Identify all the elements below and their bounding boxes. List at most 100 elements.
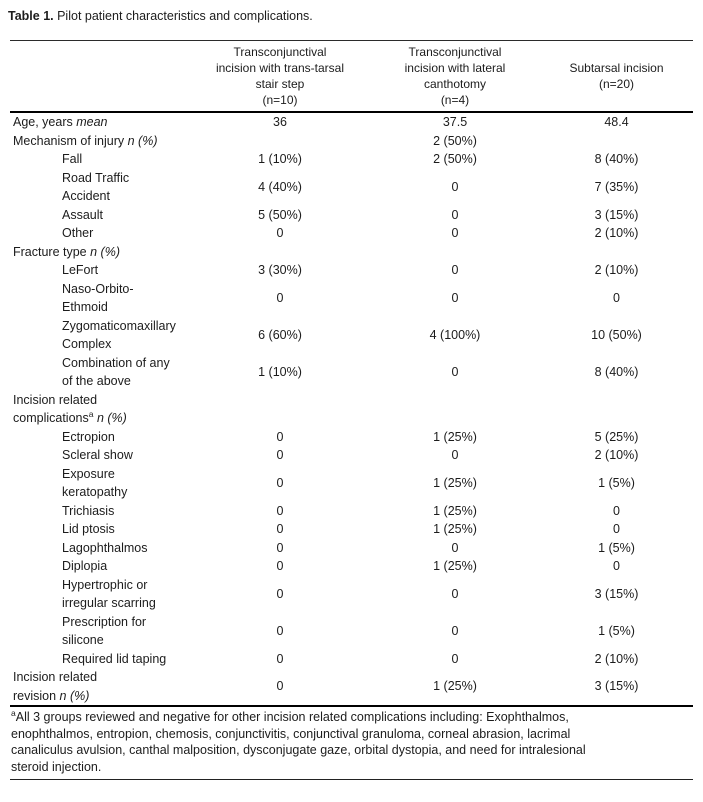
table-row: Other 0 0 2 (10%) — [10, 224, 693, 243]
cell-value — [560, 132, 693, 151]
cell-value: 1 (10%) — [258, 364, 302, 379]
cell-value: 37.5 — [442, 115, 468, 129]
cell-value: 0 — [451, 540, 459, 555]
cell-value: 10 (50%) — [591, 327, 642, 342]
row-label: Lagophthalmos — [62, 540, 148, 555]
cell-value: 0 — [451, 179, 459, 194]
cell-value: 0 — [276, 522, 284, 536]
cell-value: 2 (10%) — [594, 651, 639, 666]
row-label: Hypertrophic or irregular scarring — [62, 577, 156, 611]
cell-value: 2 (10%) — [594, 226, 639, 240]
cell-value: 3 (15%) — [594, 586, 639, 601]
row-label: Lid ptosis — [62, 522, 115, 536]
cell-value: 0 — [276, 290, 284, 305]
cell-value: 0 — [276, 448, 284, 462]
cell-value: 0 — [276, 623, 284, 638]
cell-value: 1 (25%) — [433, 503, 477, 518]
cell-value — [210, 132, 350, 151]
cell-value: 1 (25%) — [433, 522, 477, 536]
cell-value — [210, 391, 350, 428]
cell-value: 0 — [210, 668, 350, 707]
row-label: Incision related complicationsa n (%) — [13, 392, 127, 426]
cell-value: 0 — [613, 290, 620, 305]
cell-value: 0 — [451, 623, 459, 638]
table-row: Hypertrophic or irregular scarring 0 0 3… — [10, 576, 693, 613]
column-header-transtarsal: Transconjunctival incision with trans-ta… — [210, 40, 350, 113]
table-row: Assault 5 (50%) 0 3 (15%) — [10, 206, 693, 225]
cell-value: 0 — [276, 429, 284, 444]
cell-value: 0 — [451, 448, 459, 462]
table-footnote: aAll 3 groups reviewed and negative for … — [10, 707, 693, 780]
cell-value: 2 (50%) — [433, 152, 477, 166]
table-row: Fall 1 (10%) 2 (50%) 8 (40%) — [10, 150, 693, 169]
cell-value — [350, 391, 560, 428]
row-label: Naso-Orbito- Ethmoid — [62, 281, 134, 315]
row-label: Ectropion — [62, 429, 115, 444]
cell-value: 0 — [276, 559, 284, 573]
table-row: Trichiasis 0 1 (25%) 0 — [10, 502, 693, 521]
cell-value: 36 — [273, 115, 287, 129]
row-label: Zygomaticomaxillary Complex — [62, 318, 176, 352]
cell-value: 8 (40%) — [594, 152, 639, 166]
cell-value — [560, 391, 693, 428]
cell-value: 7 (35%) — [594, 179, 639, 194]
cell-value: 3 (15%) — [560, 668, 693, 707]
row-label: Prescription for silicone — [62, 614, 147, 648]
row-label: Other — [62, 226, 94, 240]
cell-value: 0 — [276, 475, 284, 490]
table-row: Road Traffic Accident 4 (40%) 0 7 (35%) — [10, 169, 693, 206]
cell-value: 2 (10%) — [594, 263, 639, 277]
cell-value: 1 (10%) — [258, 152, 302, 166]
header-row: Transconjunctival incision with trans-ta… — [10, 40, 693, 113]
cell-value — [560, 243, 693, 262]
cell-value: 1 (25%) — [350, 668, 560, 707]
cell-value: 2 (10%) — [594, 448, 639, 462]
table-row: Lagophthalmos 0 0 1 (5%) — [10, 539, 693, 558]
cell-value — [210, 243, 350, 262]
row-label: Incision related revision n (%) — [10, 668, 210, 707]
header-empty — [10, 40, 210, 113]
cell-value: 2 (50%) — [433, 133, 477, 148]
table-row: Prescription for silicone 0 0 1 (5%) — [10, 613, 693, 650]
cell-value: 6 (60%) — [258, 327, 302, 342]
cell-value: 3 (30%) — [258, 263, 302, 277]
table-row: Age, years mean 36 37.5 48.4 — [10, 112, 693, 132]
table-row: Zygomaticomaxillary Complex 6 (60%) 4 (1… — [10, 317, 693, 354]
footnote-marker: a — [88, 408, 94, 419]
cell-value: 5 (25%) — [594, 429, 639, 444]
row-label: Required lid taping — [62, 651, 167, 666]
table-row: Naso-Orbito- Ethmoid 0 0 0 — [10, 280, 693, 317]
cell-value: 1 (5%) — [598, 623, 635, 638]
table-row: Fracture type n (%) — [10, 243, 693, 262]
cell-value: 5 (50%) — [258, 207, 302, 222]
table-row: Incision related revision n (%) 0 1 (25%… — [10, 668, 693, 707]
table-caption-text: Pilot patient characteristics and compli… — [53, 9, 313, 23]
table-row: Mechanism of injury n (%) 2 (50%) — [10, 132, 693, 151]
cell-value: 0 — [276, 503, 284, 518]
cell-value: 1 (25%) — [433, 475, 477, 490]
cell-value: 0 — [613, 503, 620, 518]
footnote-text: All 3 groups reviewed and negative for o… — [11, 710, 586, 774]
cell-value: 3 (15%) — [594, 207, 639, 222]
cell-value: 0 — [451, 207, 459, 222]
cell-value: 0 — [451, 364, 459, 379]
cell-value: 1 (25%) — [433, 559, 477, 573]
cell-value: 0 — [276, 586, 284, 601]
table-row: LeFort 3 (30%) 0 2 (10%) — [10, 261, 693, 280]
column-header-canthotomy: Transconjunctival incision with lateral … — [350, 40, 560, 113]
cell-value: 1 (5%) — [598, 540, 635, 555]
table-row: Required lid taping 0 0 2 (10%) — [10, 650, 693, 669]
row-label: Scleral show — [62, 448, 133, 462]
row-label: Trichiasis — [62, 503, 115, 518]
cell-value: 0 — [613, 522, 620, 536]
table-row: Diplopia 0 1 (25%) 0 — [10, 557, 693, 576]
cell-value: 0 — [451, 226, 459, 240]
cell-value: 0 — [276, 226, 284, 240]
row-label: Assault — [62, 207, 103, 222]
row-label: Combination of any of the above — [62, 355, 170, 389]
cell-value: 8 (40%) — [594, 364, 639, 379]
cell-value — [350, 243, 560, 262]
table-row: Exposure keratopathy 0 1 (25%) 1 (5%) — [10, 465, 693, 502]
row-label: Diplopia — [62, 559, 108, 573]
